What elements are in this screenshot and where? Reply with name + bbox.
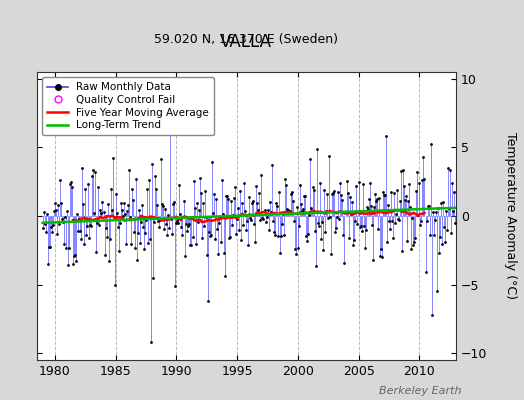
- Y-axis label: Temperature Anomaly (°C): Temperature Anomaly (°C): [504, 132, 517, 300]
- Title: VALLA: VALLA: [220, 33, 272, 51]
- Text: 59.020 N, 16.370 E (Sweden): 59.020 N, 16.370 E (Sweden): [154, 34, 339, 46]
- Text: Berkeley Earth: Berkeley Earth: [379, 386, 461, 396]
- Legend: Raw Monthly Data, Quality Control Fail, Five Year Moving Average, Long-Term Tren: Raw Monthly Data, Quality Control Fail, …: [42, 77, 214, 136]
